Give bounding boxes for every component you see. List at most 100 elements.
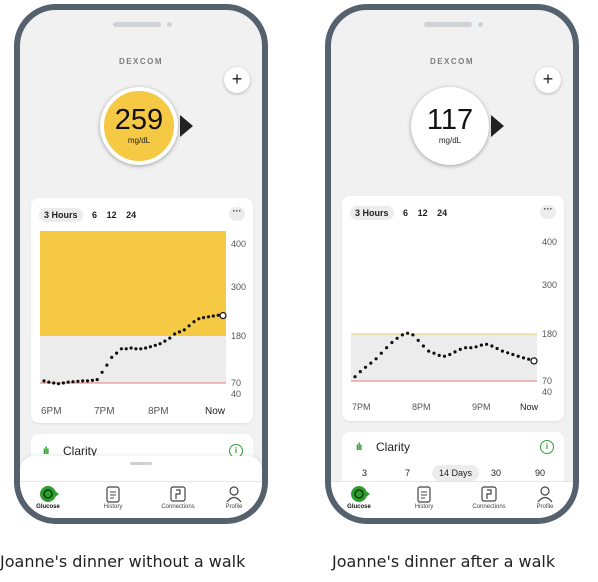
brand-logo: DEXCOM xyxy=(118,57,164,66)
target-zone xyxy=(40,336,226,383)
glucose-icon xyxy=(351,486,370,502)
tab-3-hours[interactable]: 3 Hours xyxy=(350,206,394,220)
reading-dot xyxy=(119,347,123,351)
x-label-7pm: 7PM xyxy=(94,406,115,417)
reading-dot xyxy=(490,344,494,348)
current-reading-dot xyxy=(219,311,227,320)
x-label-8pm: 8PM xyxy=(412,402,431,412)
nav-history[interactable]: History xyxy=(88,485,138,510)
x-label-6pm: 6PM xyxy=(41,406,62,417)
reading-dot xyxy=(124,347,128,351)
clarity-bars-icon: ılı xyxy=(356,442,362,453)
tab-6[interactable]: 6 xyxy=(403,208,409,218)
reading-dot xyxy=(211,314,215,318)
clarity-bars-icon: ılı xyxy=(43,446,49,457)
nav-profile[interactable]: Profile xyxy=(209,485,259,510)
reading-dot xyxy=(511,352,515,357)
x-label-now: Now xyxy=(205,406,226,417)
x-axis-labels: 7PM 8PM 9PM Now xyxy=(352,402,539,412)
reading-dot xyxy=(437,353,441,357)
glucose-chart: 400 300 180 70 40 7PM 8PM 9PM Now xyxy=(351,237,557,412)
reading-dot xyxy=(448,352,452,357)
reading-dot xyxy=(516,354,520,358)
x-label-9pm: 9PM xyxy=(472,402,491,412)
range-3[interactable]: 3 xyxy=(362,468,368,478)
clarity-title: Clarity xyxy=(376,440,411,454)
glucose-chart-card: 3 Hours 6 12 24 ··· 400 300 180 70 40 6P… xyxy=(31,198,253,423)
tab-6[interactable]: 6 xyxy=(92,210,98,220)
reading-dot xyxy=(416,338,420,342)
tab-24[interactable]: 24 xyxy=(437,208,448,218)
more-options-icon[interactable]: ··· xyxy=(229,207,245,221)
y-label-70: 70 xyxy=(542,376,552,386)
trend-arrow-icon xyxy=(180,115,193,137)
nav-history[interactable]: History xyxy=(399,485,449,510)
nav-glucose[interactable]: Glucose xyxy=(23,485,73,510)
reading-dot xyxy=(47,380,51,384)
reading-dot xyxy=(71,380,75,384)
reading-dot xyxy=(134,347,138,351)
glucose-gauge[interactable]: 117 mg/dL xyxy=(407,87,507,167)
reading-dot xyxy=(495,346,499,351)
y-label-300: 300 xyxy=(542,280,557,290)
x-label-8pm: 8PM xyxy=(148,406,169,417)
tab-24[interactable]: 24 xyxy=(126,210,137,220)
reading-dot xyxy=(406,331,410,335)
reading-dot xyxy=(115,351,119,355)
speaker xyxy=(113,22,161,27)
reading-dot xyxy=(100,370,104,374)
sheet-grab-handle[interactable] xyxy=(130,462,152,465)
nav-glucose[interactable]: Glucose xyxy=(334,485,384,510)
clarity-title: Clarity xyxy=(63,444,98,458)
add-button[interactable]: + xyxy=(535,67,561,93)
reading-dot xyxy=(216,313,220,317)
reading-dot xyxy=(442,354,447,358)
y-label-400: 400 xyxy=(231,239,246,249)
reading-dot xyxy=(485,342,489,346)
reading-dot xyxy=(153,343,157,347)
range-30[interactable]: 30 xyxy=(491,468,502,478)
x-axis-labels: 6PM 7PM 8PM Now xyxy=(41,406,226,417)
tab-3-hours[interactable]: 3 Hours xyxy=(39,208,83,222)
reading-dot xyxy=(421,344,425,348)
y-label-180: 180 xyxy=(542,329,557,339)
nav-connections[interactable]: Connections xyxy=(464,485,514,510)
tab-12[interactable]: 12 xyxy=(417,208,428,218)
reading-dot xyxy=(479,343,483,347)
reading-dot xyxy=(202,316,206,320)
reading-dot xyxy=(177,330,182,334)
caption-without-walk: Joanne's dinner without a walk xyxy=(0,552,246,571)
add-button[interactable]: + xyxy=(224,67,250,93)
reading-dot xyxy=(453,350,457,354)
nav-profile[interactable]: Profile xyxy=(520,485,570,510)
glucose-value: 259 xyxy=(114,104,164,136)
y-label-180: 180 xyxy=(231,331,246,341)
nav-connections[interactable]: Connections xyxy=(153,485,203,510)
info-icon[interactable]: i xyxy=(540,440,554,454)
glucose-gauge[interactable]: 259 mg/dL xyxy=(96,87,196,167)
phone-after-walk: DEXCOM + 117 mg/dL 3 Hours 6 12 24 ··· 4… xyxy=(325,4,579,524)
reading-dot xyxy=(411,333,415,337)
connections-icon xyxy=(170,486,186,502)
bottom-nav: Glucose History Connections Profile xyxy=(20,481,262,518)
reading-dot xyxy=(182,328,186,332)
glucose-unit: mg/dL xyxy=(438,136,462,145)
range-90[interactable]: 90 xyxy=(535,468,546,478)
tab-12[interactable]: 12 xyxy=(106,210,117,220)
glucose-circle: 117 mg/dL xyxy=(411,87,489,165)
glucose-value: 117 xyxy=(426,104,474,136)
reading-dot xyxy=(469,346,473,350)
glucose-chart: 400 300 180 70 40 6PM 7PM 8PM Now xyxy=(40,231,246,417)
range-14-days[interactable]: 14 Days xyxy=(432,465,480,481)
reading-dot xyxy=(374,357,378,361)
reading-dot xyxy=(139,347,143,351)
reading-dot xyxy=(363,365,368,369)
reading-dot xyxy=(197,317,201,321)
camera xyxy=(478,22,483,27)
speaker xyxy=(424,22,472,27)
reading-dot xyxy=(385,346,389,350)
more-options-icon[interactable]: ··· xyxy=(540,205,556,219)
range-7[interactable]: 7 xyxy=(405,468,411,478)
reading-dot xyxy=(500,349,504,353)
connections-icon xyxy=(481,486,497,502)
